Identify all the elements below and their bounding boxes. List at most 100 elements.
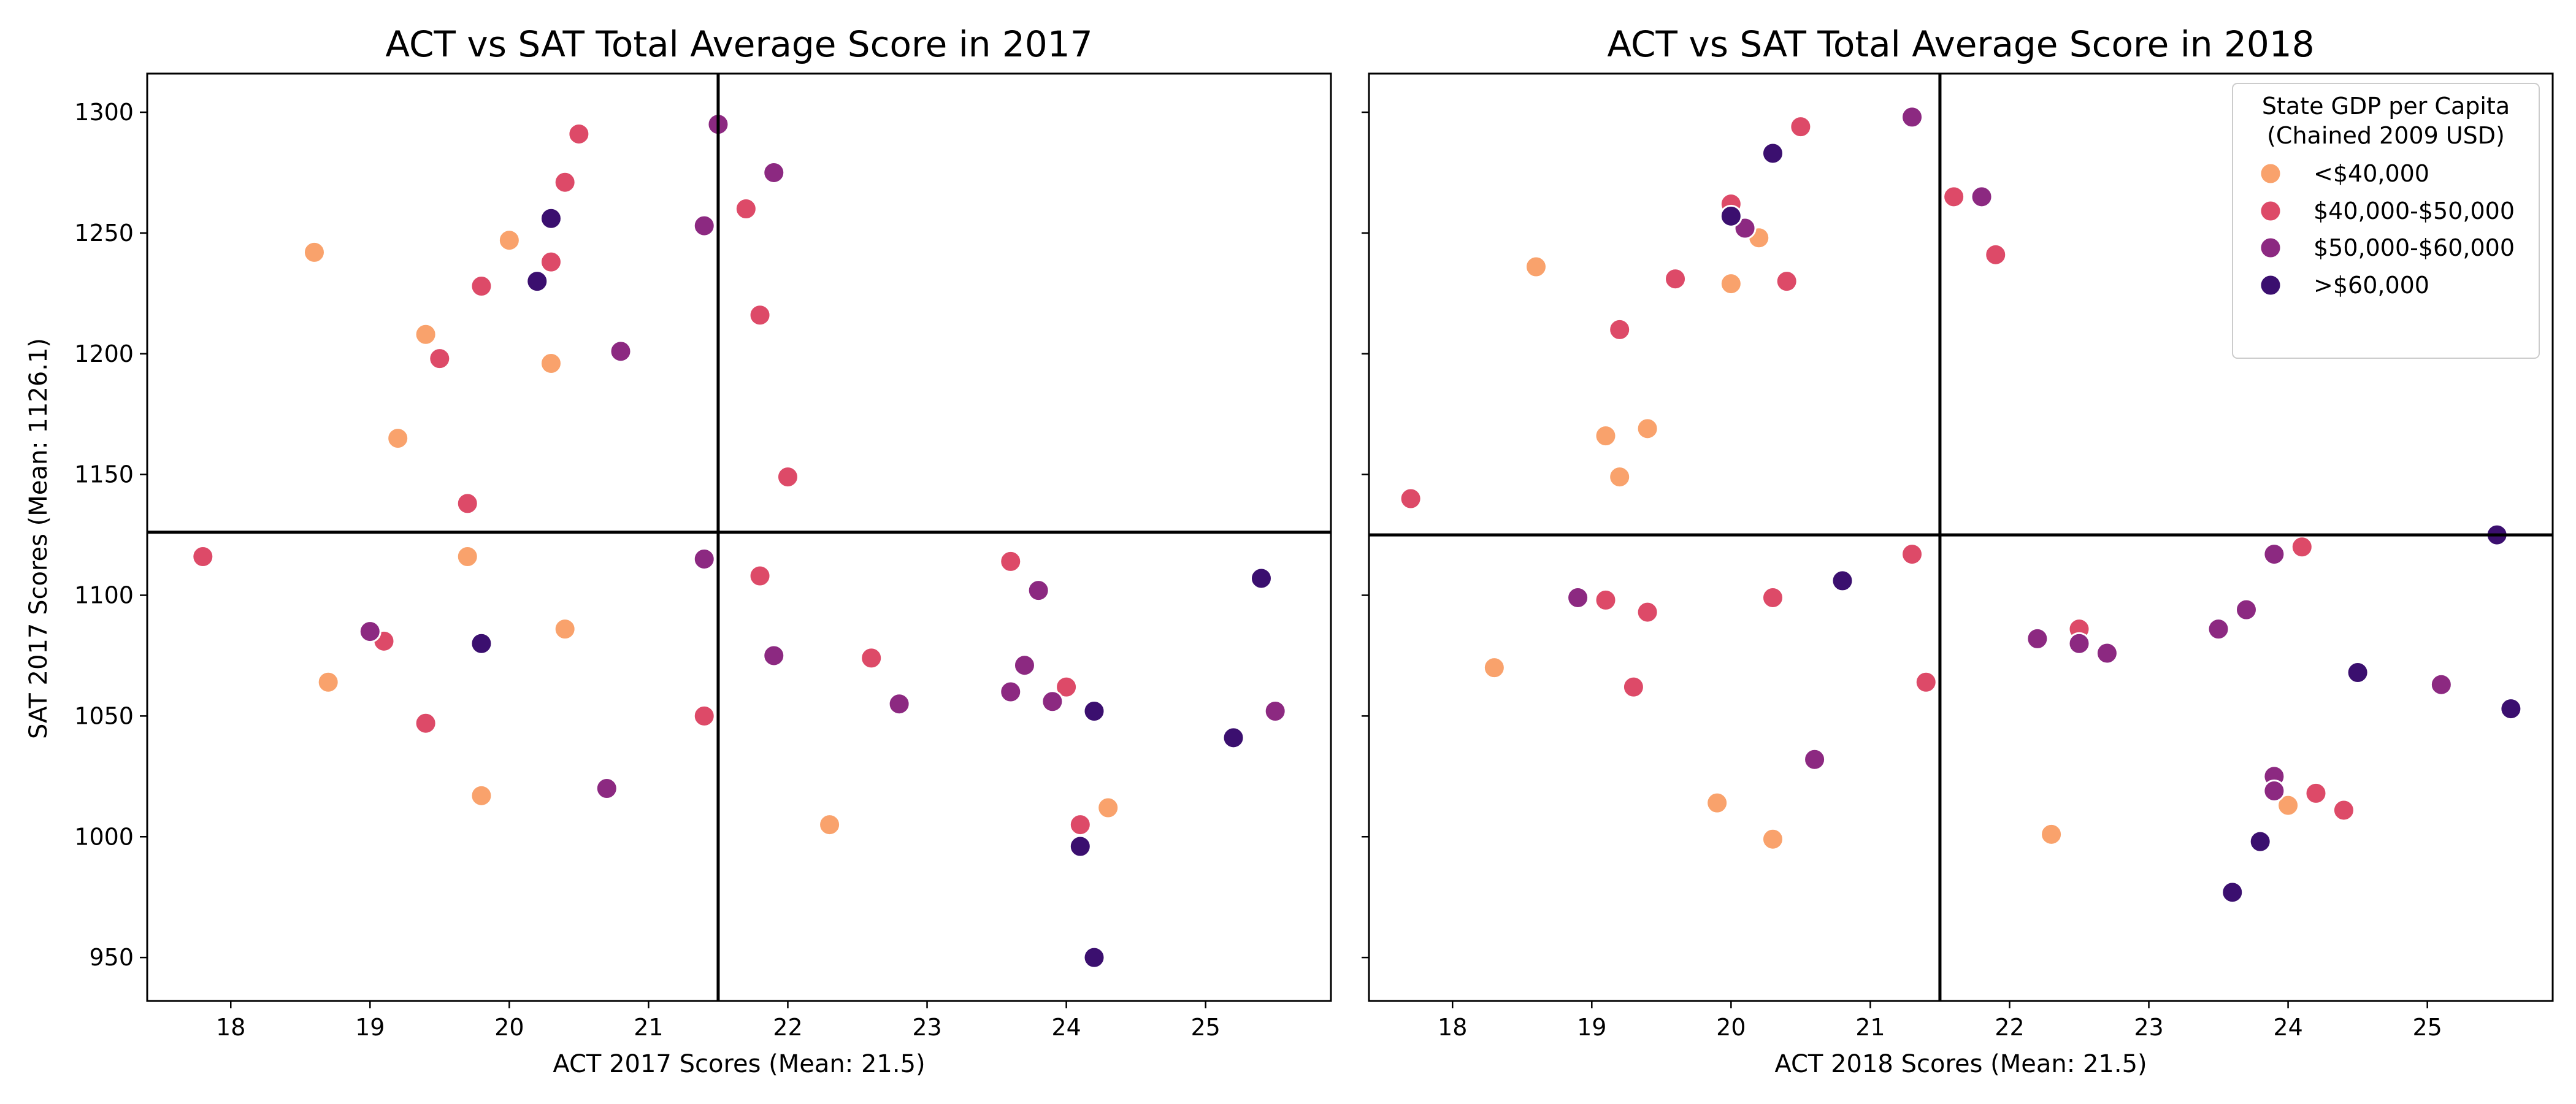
scatter-point <box>1249 567 1273 590</box>
y-tick-label: 1250 <box>74 220 134 247</box>
y-tick-label: 1200 <box>74 340 134 367</box>
scatter-point <box>2040 822 2063 846</box>
scatter-point <box>2277 794 2300 817</box>
scatter-point <box>1970 185 1993 209</box>
x-tick-label: 18 <box>216 1014 245 1041</box>
scatter-point <box>1622 675 1645 699</box>
legend-box <box>2232 83 2540 359</box>
scatter-point <box>1068 813 1092 837</box>
y-tick-label: 1150 <box>74 461 134 488</box>
legend-title-line-1: State GDP per Capita <box>2262 93 2510 120</box>
mean-lines <box>1369 74 2553 1001</box>
x-tick-label: 25 <box>1190 1014 1220 1041</box>
scatter-point <box>1636 417 1659 440</box>
plot-frame <box>146 72 1332 1002</box>
x-axis-label: ACT 2017 Scores (Mean: 21.5) <box>553 1050 925 1078</box>
scatter-point <box>2221 881 2244 904</box>
legend-entry: >$60,000 <box>2313 272 2429 299</box>
scatter-point <box>1566 586 1590 609</box>
legend-entry: <$40,000 <box>2313 160 2429 187</box>
scatter-point <box>762 644 786 667</box>
scatter-point <box>1761 586 1784 609</box>
scatter-point <box>2304 781 2328 805</box>
x-tick-label: 20 <box>494 1014 524 1041</box>
scatter-point <box>358 620 381 643</box>
scatter-point <box>553 171 577 194</box>
legend-marker-over-60k <box>2259 274 2282 297</box>
scatter-point <box>316 670 340 694</box>
scatter-point <box>567 122 591 145</box>
scatter-point <box>553 618 577 641</box>
x-tick-label: 22 <box>773 1014 802 1041</box>
x-tick-label: 22 <box>1995 1014 2024 1041</box>
x-tick-label: 20 <box>1716 1014 1746 1041</box>
scatter-point <box>2263 543 2286 566</box>
scatter-point <box>2429 673 2453 696</box>
scatter-point <box>748 304 772 327</box>
scatter-point <box>1482 656 1506 680</box>
scatter-point <box>999 550 1022 573</box>
scatter-point <box>302 240 326 264</box>
scatter-point <box>1803 748 1827 771</box>
legend-marker-50k-60k <box>2259 236 2282 259</box>
scatter-point <box>734 197 757 220</box>
ticks: 18 19 20 21 22 23 24 25 950 1000 1050 1100 1150 1200 1… <box>74 99 1221 1041</box>
scatter-point <box>1083 946 1106 969</box>
scatter-point <box>456 492 479 515</box>
legend: State GDP per Capita (Chained 2009 USD) … <box>2232 83 2540 359</box>
scatter-point <box>1041 690 1064 713</box>
scatter-point <box>539 250 562 274</box>
scatter-point <box>1055 675 1078 699</box>
scatter-point <box>539 207 562 230</box>
x-axis-label: ACT 2018 Scores (Mean: 21.5) <box>1774 1050 2147 1078</box>
legend-marker-under-40k <box>2259 162 2282 185</box>
scatter-point <box>999 680 1022 703</box>
scatter-point <box>428 347 451 370</box>
scatter-point <box>1594 588 1617 611</box>
legend-entry: $50,000-$60,000 <box>2313 234 2515 261</box>
scatter-point <box>470 632 493 655</box>
scatter-point <box>748 564 772 588</box>
scatter-point <box>2248 830 2272 853</box>
scatter-point <box>1608 466 1631 489</box>
x-tick-label: 24 <box>1051 1014 1081 1041</box>
scatter-point <box>692 704 716 727</box>
scatter-point <box>191 545 215 568</box>
y-tick-label: 950 <box>89 944 134 971</box>
legend-entry: $40,000-$50,000 <box>2313 197 2515 224</box>
scatter-point <box>1942 185 1966 209</box>
x-tick-label: 18 <box>1438 1014 1467 1041</box>
scatter-point <box>1594 424 1617 448</box>
y-tick-label: 1100 <box>74 582 134 609</box>
scatter-point <box>526 270 549 293</box>
plot-frame <box>1368 72 2554 1002</box>
scatter-point <box>2095 642 2118 665</box>
scatter-point <box>2346 661 2369 684</box>
scatter-point <box>2234 598 2258 621</box>
scatter-points <box>1399 105 2523 904</box>
scatter-point <box>1831 569 1854 592</box>
y-tick-label: 1300 <box>74 99 134 126</box>
scatter-point <box>2499 697 2523 721</box>
scatter-point <box>887 692 911 716</box>
scatter-point <box>1775 270 1798 293</box>
scatter-point <box>2332 799 2355 822</box>
scatter-point <box>595 777 618 800</box>
scatter-point <box>1013 654 1036 677</box>
scatter-point <box>2068 632 2091 655</box>
ticks: 18 19 20 21 22 23 24 25 <box>1362 111 2442 1041</box>
scatter-point <box>1914 670 1938 694</box>
scatter-point <box>1719 204 1742 228</box>
scatter-point <box>1097 796 1120 819</box>
scatter-point <box>1608 318 1631 341</box>
scatter-point <box>1399 487 1422 510</box>
x-tick-label: 23 <box>2134 1014 2163 1041</box>
chart-title: ACT vs SAT Total Average Score in 2017 <box>385 23 1092 65</box>
scatter-point <box>1083 700 1106 723</box>
scatter-point <box>1761 142 1784 165</box>
x-tick-label: 25 <box>2412 1014 2442 1041</box>
scatter-point <box>692 214 716 237</box>
legend-title-line-2: (Chained 2009 USD) <box>2267 122 2505 149</box>
scatter-point <box>2290 535 2313 559</box>
